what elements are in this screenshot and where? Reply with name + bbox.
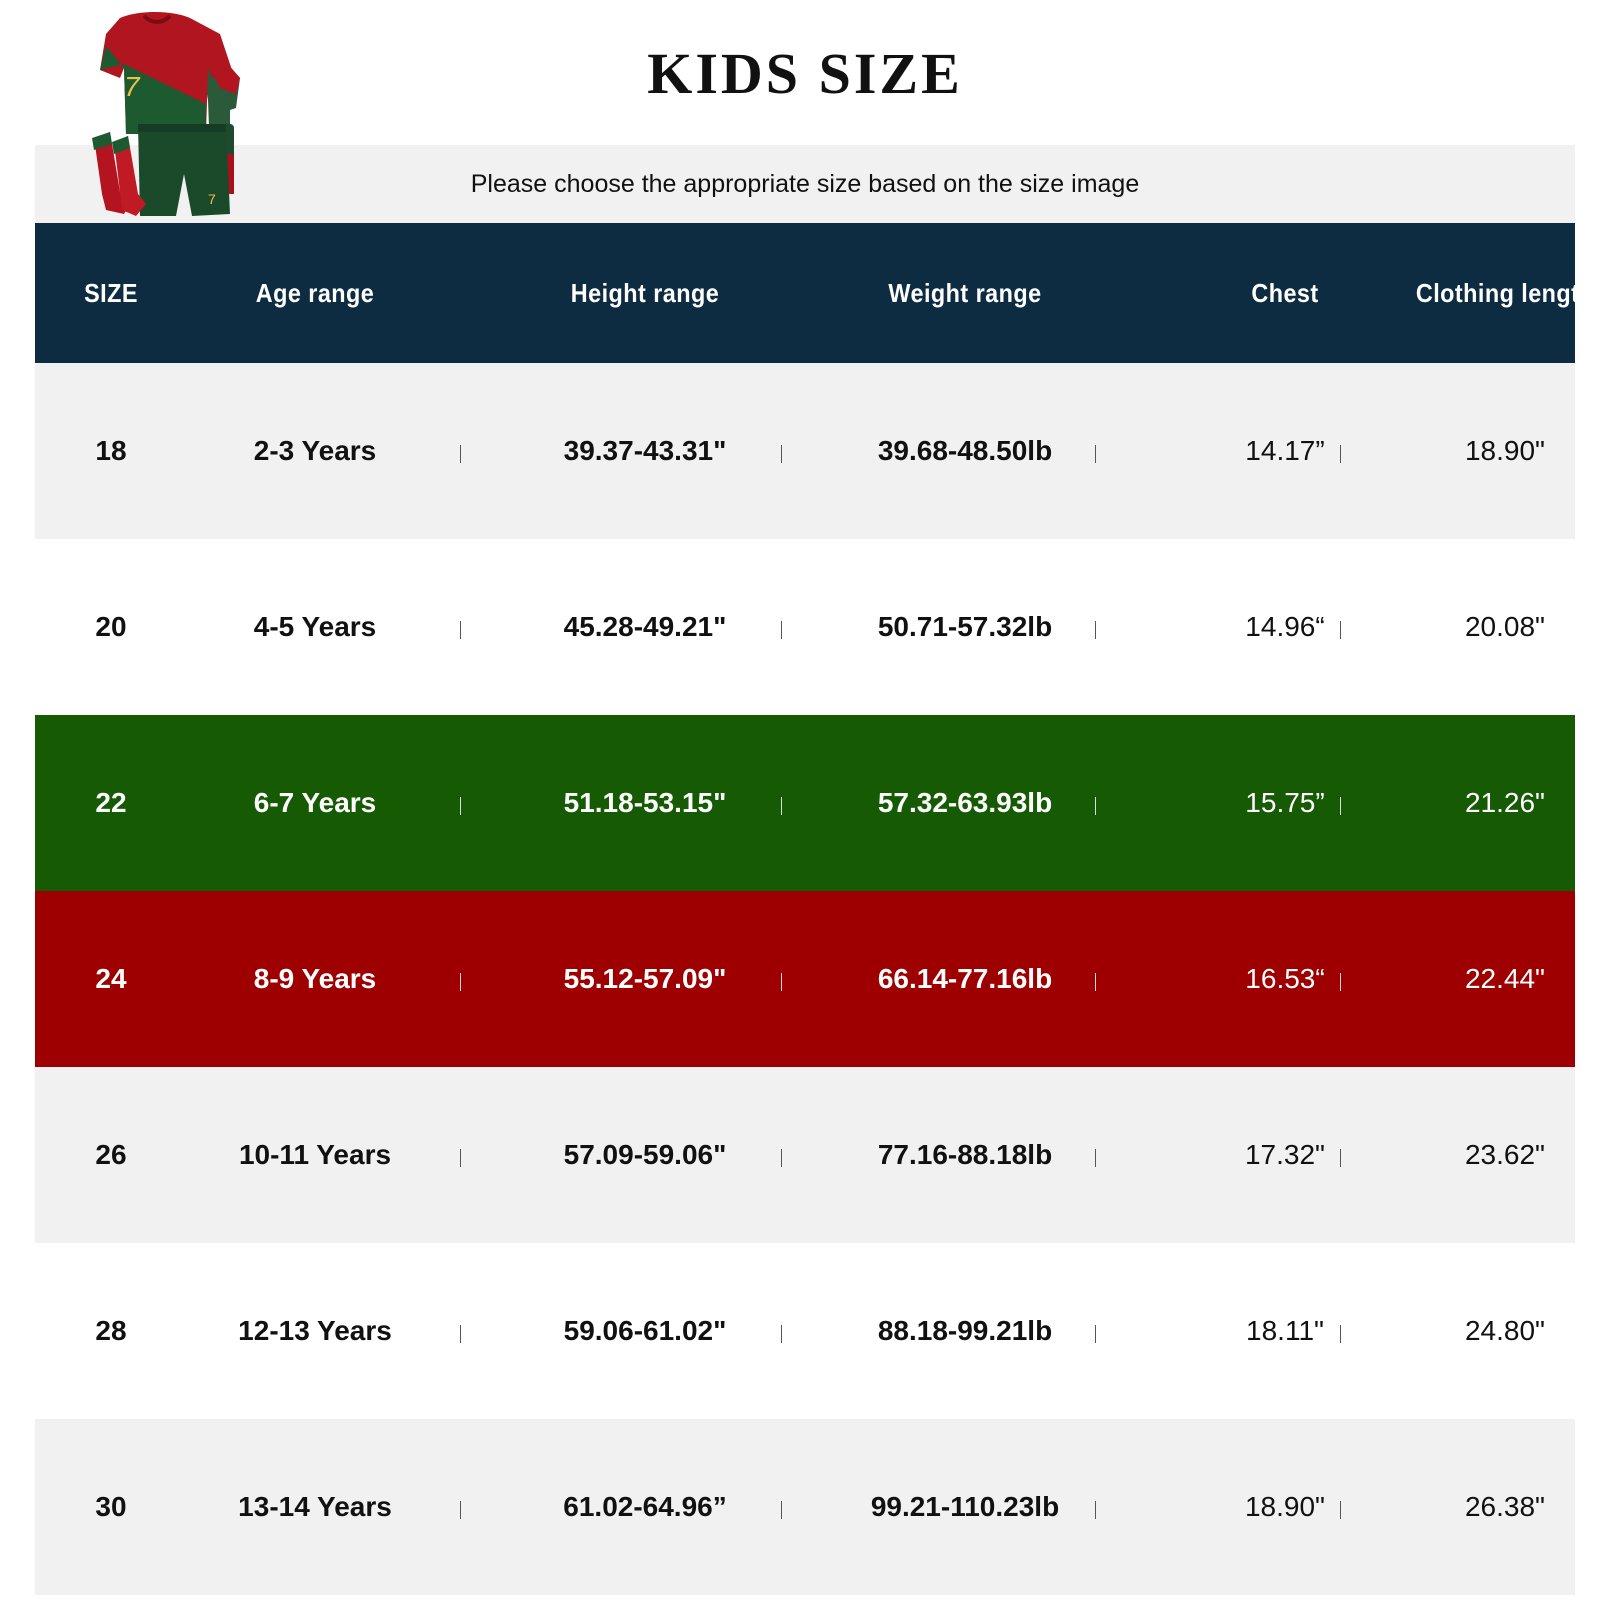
cell-age: 4-5 Years [253,611,377,642]
cell-height: 51.18-53.15" [563,787,727,818]
cell-age: 10-11 Years [238,1139,392,1170]
cell-age: 12-13 Years [238,1315,392,1346]
cell-height: 59.06-61.02" [563,1315,727,1346]
cell-clothing-length: 21.26" [1464,787,1545,818]
column-separator [781,797,782,815]
cell-size: 28 [95,1315,127,1346]
table-row: 20 4-5 Years 45.28-49.21" 50.71-57.32lb 14.9… [35,539,1575,715]
column-separator [1095,1501,1096,1519]
cell-clothing-length: 26.38" [1464,1491,1545,1522]
table-row: 28 12-13 Years 59.06-61.02" 88.18-99.21lb 18… [35,1243,1575,1419]
cell-height: 55.12-57.09" [563,963,727,994]
column-separator [1340,445,1341,463]
table-row: 26 10-11 Years 57.09-59.06" 77.16-88.18lb 17… [35,1067,1575,1243]
cell-size: 24 [95,963,127,994]
header-chest: Chest [1251,277,1319,308]
column-separator [1340,621,1341,639]
header-clothing-length: Clothing length [1415,277,1595,308]
football-kit-icon: 7 7 [92,12,240,216]
cell-age: 13-14 Years [238,1491,392,1522]
cell-age: 6-7 Years [253,787,377,818]
page-title: KIDS SIZE [647,41,963,106]
cell-weight: 77.16-88.18lb [877,1139,1053,1170]
column-separator [460,445,461,463]
cell-clothing-length: 20.08" [1464,611,1545,642]
header-weight: Weight range [888,277,1042,308]
cell-size: 22 [95,787,127,818]
cell-weight: 88.18-99.21lb [877,1315,1053,1346]
cell-height: 61.02-64.96” [563,1491,727,1522]
cell-chest: 14.96“ [1245,611,1325,642]
table-header: SIZE Age range Height range Weight range… [35,223,1594,363]
column-separator [460,1501,461,1519]
cell-weight: 66.14-77.16lb [877,963,1053,994]
column-separator [460,1325,461,1343]
cell-clothing-length: 24.80" [1464,1315,1545,1346]
column-separator [1095,797,1096,815]
header-size: SIZE [84,277,138,308]
cell-size: 18 [95,435,127,466]
cell-chest: 18.11" [1246,1315,1324,1346]
cell-clothing-length: 18.90" [1464,435,1545,466]
cell-age: 2-3 Years [253,435,377,466]
header-age: Age range [255,277,375,308]
cell-weight: 39.68-48.50lb [877,435,1053,466]
cell-chest: 15.75” [1245,787,1325,818]
cell-height: 45.28-49.21" [563,611,727,642]
subtitle: Please choose the appropriate size based… [470,170,1140,198]
svg-text:7: 7 [124,71,141,102]
cell-clothing-length: 22.44" [1464,963,1545,994]
column-separator [1340,1501,1341,1519]
column-separator [781,1501,782,1519]
column-separator [1340,973,1341,991]
cell-weight: 99.21-110.23lb [870,1491,1060,1522]
cell-chest: 16.53“ [1245,963,1325,994]
cell-weight: 57.32-63.93lb [877,787,1053,818]
table-row: 24 8-9 Years 55.12-57.09" 66.14-77.16lb 16.5… [35,891,1575,1067]
column-separator [781,1149,782,1167]
column-separator [781,445,782,463]
table-row: 22 6-7 Years 51.18-53.15" 57.32-63.93lb 15.7… [35,715,1575,891]
column-separator [781,973,782,991]
column-separator [1340,797,1341,815]
cell-size: 30 [95,1491,127,1522]
column-separator [1340,1325,1341,1343]
cell-size: 20 [95,611,127,642]
column-separator [781,1325,782,1343]
header-height: Height range [570,277,720,308]
cell-height: 57.09-59.06" [563,1139,727,1170]
cell-clothing-length: 23.62" [1464,1139,1545,1170]
cell-weight: 50.71-57.32lb [877,611,1053,642]
cell-age: 8-9 Years [253,963,377,994]
column-separator [1095,1325,1096,1343]
column-separator [460,1149,461,1167]
column-separator [1095,445,1096,463]
column-separator [1340,1149,1341,1167]
column-separator [460,973,461,991]
cell-chest: 17.32" [1244,1139,1325,1170]
cell-height: 39.37-43.31" [563,435,727,466]
table-row: 30 13-14 Years 61.02-64.96” 99.21-110.23lb 1… [35,1419,1575,1595]
cell-chest: 18.90" [1244,1491,1325,1522]
column-separator [1095,973,1096,991]
table-row: 18 2-3 Years 39.37-43.31" 39.68-48.50lb 14.1… [35,363,1575,539]
column-separator [1095,1149,1096,1167]
cell-chest: 14.17” [1245,435,1325,466]
column-separator [781,621,782,639]
column-separator [1095,621,1096,639]
column-separator [460,621,461,639]
svg-text:7: 7 [208,191,216,207]
cell-size: 26 [95,1139,127,1170]
subtitle-band [35,145,1575,223]
column-separator [460,797,461,815]
